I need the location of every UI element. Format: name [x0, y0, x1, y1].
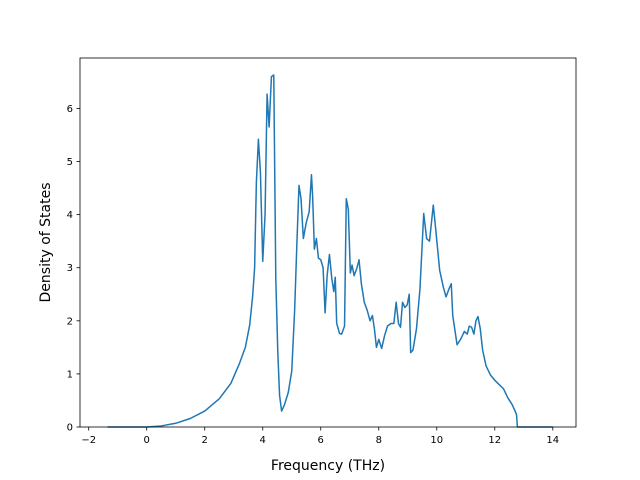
y-tick-label: 6: [67, 104, 73, 115]
y-tick-label: 3: [67, 263, 73, 274]
y-tick-label: 4: [67, 210, 73, 221]
x-tick-label: 10: [430, 435, 443, 446]
x-tick-label: 6: [318, 435, 324, 446]
x-tick-label: 12: [488, 435, 501, 446]
y-tick-label: 2: [67, 316, 73, 327]
x-tick-label: 0: [144, 435, 150, 446]
y-tick-label: 0: [67, 423, 73, 434]
x-tick-label: 14: [546, 435, 559, 446]
x-tick-label: −2: [81, 435, 96, 446]
y-tick-label: 5: [67, 157, 73, 168]
dos-series-line: [107, 74, 553, 428]
x-tick-label: 4: [260, 435, 266, 446]
x-tick-label: 2: [202, 435, 208, 446]
plot-frame: [79, 57, 577, 428]
y-tick-label: 1: [67, 369, 73, 380]
plot-area: [80, 58, 576, 427]
x-axis-label: Frequency (THz): [271, 458, 385, 474]
y-axis-label: Density of States: [38, 183, 54, 303]
x-tick-label: 8: [376, 435, 382, 446]
